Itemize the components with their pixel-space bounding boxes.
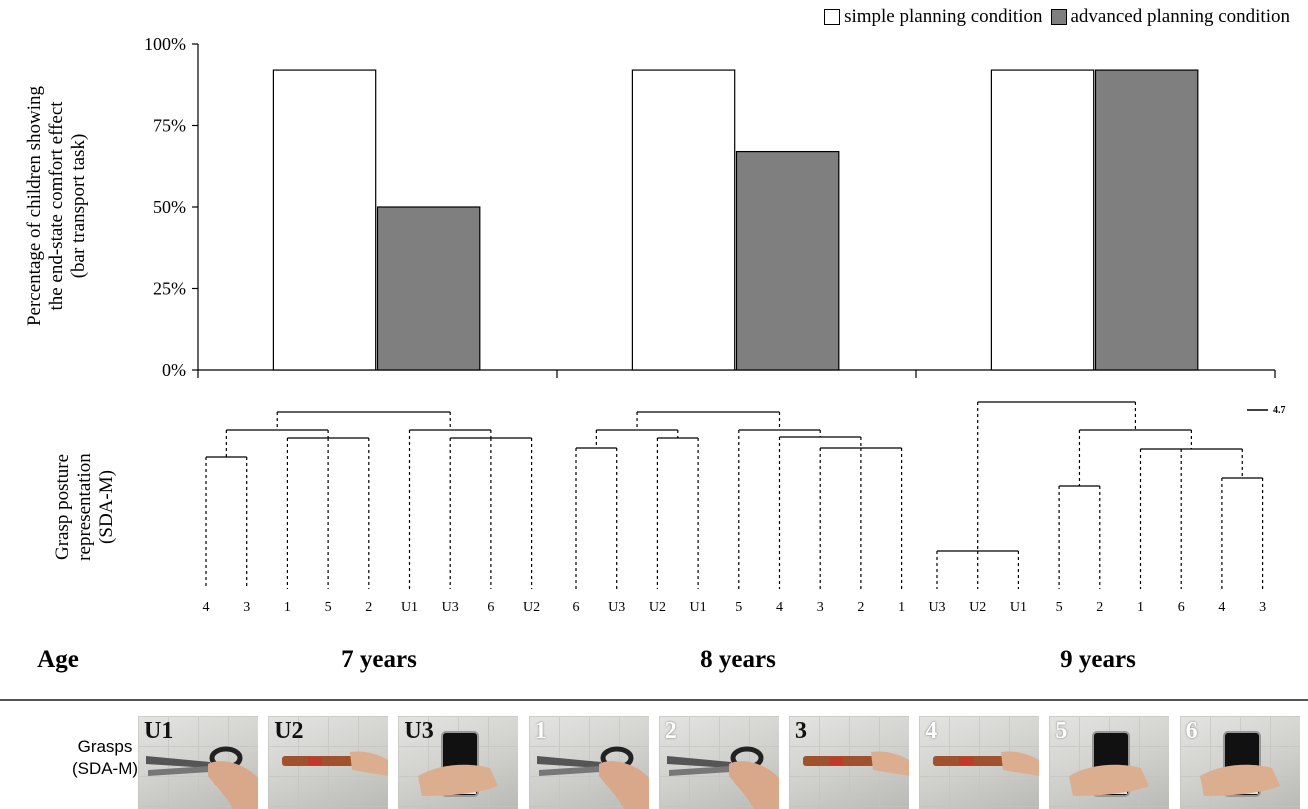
y-tick-label: 50% [153,197,186,217]
dendrogram-leaf-label: 6 [573,600,580,615]
grasp-photo-6: 6 [1179,716,1300,809]
grasp-photo-label: 6 [1185,718,1198,744]
grasp-photo-label: U3 [404,718,434,744]
legend-swatch-advanced [1050,9,1067,25]
dendrogram-leaf-label: U1 [401,600,418,615]
age-label-8: 8 years [700,646,776,673]
dendrogram-leaf-label: U2 [649,600,666,615]
age-label-9: 9 years [1060,646,1136,673]
dendro-label-line-1: Grasp posture [52,453,73,561]
dendrogram-y-axis-label: Grasp posture representation (SDA-M) [40,402,130,612]
age-header: Age [37,646,79,673]
grasp-photo-u1: U1 [138,716,258,809]
grasp-photo-label: 5 [1055,718,1068,744]
dendrogram-leaf-label: U3 [442,600,459,615]
dendrogram-leaf-label: 2 [857,600,864,615]
y-label-line-1: Percentage of children showing [24,85,45,327]
grasp-photo-label: 3 [795,718,807,744]
y-label-line-3: (bar transport task) [68,133,89,279]
grasp-photo-u2: U2 [268,716,389,809]
dendrogram-leaf-label: 4 [1218,600,1225,615]
y-tick-label: 0% [162,360,186,380]
legend-label-advanced: advanced planning condition [1070,6,1291,27]
dendrogram-leaf-label: U1 [690,600,707,615]
grasp-photo-4: 4 [919,716,1040,809]
bar-simple-9-years [990,69,1095,371]
section-divider [0,699,1308,701]
grasp-photo-5: 5 [1049,716,1170,809]
age-label-7: 7 years [341,646,417,673]
dendrogram-leaf-label: 1 [1137,600,1144,615]
dendrogram-leaf-label: U2 [523,600,540,615]
dendrogram-leaf-label: 5 [325,600,332,615]
dendrogram-leaf-label: U3 [928,600,945,615]
legend-label-simple: simple planning condition [844,6,1043,27]
bar-advanced-9-years [1094,69,1199,371]
legend: simple planning condition advanced plann… [816,6,1290,28]
bar-advanced-7-years [376,206,481,371]
dendrogram-leaf-label: 4 [203,600,210,615]
dendrogram-leaf-label: 3 [1259,600,1266,615]
dendrogram-leaf-label: U1 [1010,600,1027,615]
grasps-label-line-1: Grasps [77,737,133,756]
dendrogram-leaf-label: U3 [608,600,625,615]
grasp-photo-3: 3 [789,716,909,809]
dendrogram-leaf-label: 1 [284,600,291,615]
dendrogram-leaf-label: 2 [365,600,372,615]
grasps-label-line-2: (SDA-M) [71,759,139,778]
legend-item-simple: simple planning condition [824,6,1043,28]
dendrogram-leaf-label: 3 [243,600,250,615]
legend-item-advanced: advanced planning condition [1050,6,1291,28]
grasp-photo-2: 2 [658,716,779,809]
y-tick-label: 25% [153,279,186,299]
bar-chart-y-axis-label: Percentage of children showing the end-s… [24,56,89,356]
grasp-photo-label: 1 [534,718,547,744]
dendro-label-line-3: (SDA-M) [96,470,117,544]
chart-svg: 0% 25% 50% 75% 100% 4 3 1 5 2 U1 U3 6 U2 6 U3 U2 U1 5 4 3 2 1 U… [144,34,1286,615]
dendrogram-leaf-label: 6 [487,600,494,615]
bar-simple-7-years [272,69,377,371]
bar-advanced-8-years [735,150,840,371]
dendrogram-leaf-label: 4 [776,600,783,615]
dendrogram-leaf-label: U2 [969,600,986,615]
bar-simple-8-years [631,69,736,371]
grasp-photo-label: U1 [144,718,174,744]
dendro-label-line-2: representation [74,453,95,561]
dendrogram-leaf-label: 5 [735,600,742,615]
grasp-photo-label: 4 [925,718,938,744]
grasps-label: Grasps (SDA-M) [60,736,150,780]
grasp-photo-label: U2 [274,718,304,744]
legend-swatch-simple [824,9,841,25]
dendrogram-leaf-label: 6 [1178,600,1185,615]
dendrogram-leaf-label: 1 [898,600,905,615]
grasp-photo-u3: U3 [398,716,519,809]
grasp-photo-1: 1 [528,716,649,809]
dendrogram-leaf-label: 5 [1056,600,1063,615]
age-row: Age 7 years 8 years 9 years [0,646,1308,686]
y-label-line-2: the end-state comfort effect [46,101,67,311]
dendrogram-leaf-label: 3 [817,600,824,615]
dendrogram-leaf-label: 2 [1096,600,1103,615]
scale-bar-label: 4.7 [1273,405,1286,416]
y-tick-label: 75% [153,116,186,136]
y-tick-label: 100% [144,34,186,54]
grasp-photo-label: 2 [664,718,677,744]
